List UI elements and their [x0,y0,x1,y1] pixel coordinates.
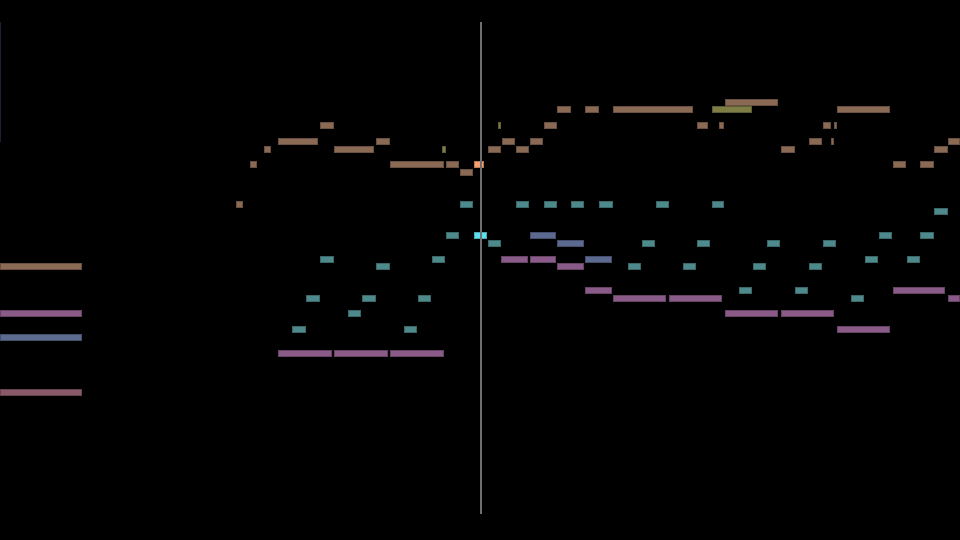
note-brown [919,161,934,169]
note-brown [557,106,571,114]
note-brown [823,122,832,130]
note-teal [933,208,948,216]
note-teal [376,263,391,271]
note-teal [306,294,321,302]
note-brown [530,137,543,145]
note-teal [753,263,766,271]
note-teal [544,200,557,208]
playhead-line [480,22,482,514]
note-teal [516,200,529,208]
note-teal [488,239,501,247]
note-teal [348,310,361,318]
note-brown [376,137,391,145]
note-brown [831,137,835,145]
note-teal [404,326,417,334]
note-olive [498,122,501,130]
note-teal [919,231,934,239]
note-brown [893,161,906,169]
note-brown [933,145,948,153]
note-teal [432,255,445,263]
note-brown [334,145,374,153]
note-brown [516,145,529,153]
note-teal [460,200,473,208]
note-brown [264,145,272,153]
note-teal [823,239,836,247]
note-brown [278,137,318,145]
note-purple [837,326,891,334]
note-teal [571,200,584,208]
note-teal [767,239,780,247]
note-rose [0,388,83,396]
note-purple [530,255,556,263]
note-olive [712,106,752,114]
note-purple [585,286,612,294]
note-teal [809,263,822,271]
note-teal [642,239,655,247]
note-brown [544,122,557,130]
note-brown [585,106,599,114]
note-brown [446,161,459,169]
note-brown [236,200,244,208]
note-brown [474,161,485,169]
note-teal [795,286,808,294]
note-teal [739,286,752,294]
note-brown [502,137,515,145]
left-edge-line [0,22,1,142]
note-brown [781,145,795,153]
note-teal [865,255,878,263]
note-purple [390,349,444,357]
note-brown [837,106,891,114]
note-purple [557,263,584,271]
note-blue-gray [585,255,612,263]
note-blue-gray [0,334,83,341]
note-teal [599,200,613,208]
note-purple [0,310,83,318]
note-teal [628,263,641,271]
note-teal [320,255,335,263]
note-teal [879,231,892,239]
note-brown [947,137,960,145]
note-brown [725,98,779,106]
note-purple [947,294,960,302]
note-purple [613,294,667,302]
note-blue-gray [530,231,556,239]
note-brown [809,137,822,145]
note-teal [907,255,920,263]
note-purple [501,255,528,263]
note-teal [418,294,431,302]
note-blue-gray [557,239,584,247]
note-teal [362,294,377,302]
note-teal [851,294,864,302]
note-brown [697,122,709,130]
note-purple [669,294,723,302]
note-teal [656,200,669,208]
note-teal [697,239,710,247]
note-olive [442,145,447,153]
note-brown [719,122,724,130]
note-brown [488,145,501,153]
note-brown [613,106,693,114]
note-purple [278,349,332,357]
note-teal [292,326,307,334]
note-teal [683,263,696,271]
note-brown [250,161,258,169]
note-purple [781,310,835,318]
note-purple [893,286,945,294]
note-brown [0,263,83,271]
note-brown [834,122,837,130]
note-brown [460,169,473,177]
note-purple [334,349,388,357]
note-teal [712,200,724,208]
note-brown [320,122,335,130]
note-brown [390,161,444,169]
note-purple [725,310,779,318]
note-teal [446,231,459,239]
